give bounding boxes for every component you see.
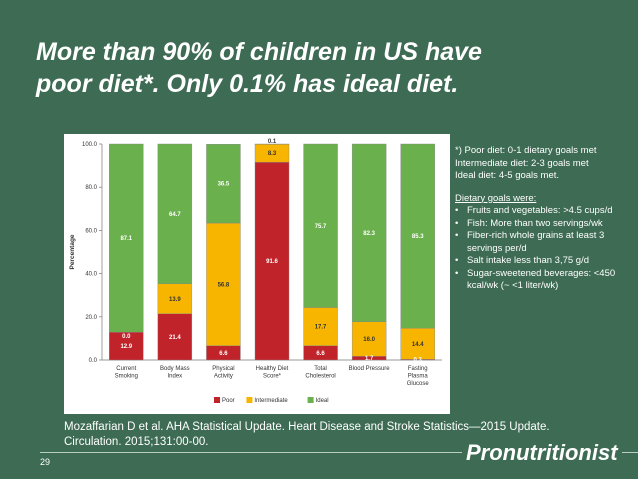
data-label: 12.9 <box>120 344 132 350</box>
bar-poor <box>254 161 290 361</box>
citation-line-2: Circulation. 2015;131:00-00. <box>64 436 209 448</box>
x-tick-label: Activity <box>214 374 233 380</box>
slide-title: More than 90% of children in US have poo… <box>36 36 616 100</box>
note-poor-diet: *) Poor diet: 0-1 dietary goals met <box>455 145 597 156</box>
goal-item: Salt intake less than 3,75 g/d <box>455 255 635 268</box>
x-tick-label: Smoking <box>115 374 138 380</box>
y-tick-label: 80.0 <box>85 185 97 191</box>
data-label: 56.8 <box>218 282 230 288</box>
bar-ideal <box>109 143 144 333</box>
bar-intermediate <box>303 307 338 346</box>
data-label: 0.3 <box>414 358 423 364</box>
citation-line-1: Mozaffarian D et al. AHA Statistical Upd… <box>64 421 550 433</box>
page-number: 29 <box>40 457 51 467</box>
bar-ideal <box>157 143 193 284</box>
citation: Mozaffarian D et al. AHA Statistical Upd… <box>64 420 624 450</box>
dietary-goals-list: Fruits and vegetables: >4.5 cups/d Fish:… <box>455 205 635 293</box>
legend-swatch-poor <box>214 397 220 403</box>
data-label: 91.6 <box>266 259 278 265</box>
x-tick-label: Glucose <box>407 381 430 387</box>
x-tick-label: Blood Pressure <box>349 366 391 372</box>
goal-item: Fish: More than two servings/wk <box>455 218 635 231</box>
data-label: 85.3 <box>412 234 424 240</box>
bar-intermediate <box>351 321 387 357</box>
bar-intermediate <box>157 283 193 314</box>
dietary-goals-title: Dietary goals were: <box>455 192 537 204</box>
footer-divider <box>40 452 638 453</box>
x-tick-label: Physical <box>212 366 234 372</box>
legend-swatch-intermediate <box>246 397 253 403</box>
brand-logo-text: Pronutritionist <box>462 440 622 466</box>
bar-poor <box>109 331 144 361</box>
data-label: 6.6 <box>316 351 325 357</box>
data-label: 17.7 <box>315 325 327 331</box>
bar-intermediate <box>400 328 435 360</box>
bar-ideal <box>351 143 387 322</box>
bar-poor <box>157 313 193 361</box>
slide-title-line-2: poor diet*. Only 0.1% has ideal diet. <box>36 70 459 98</box>
data-label: 36.5 <box>218 182 230 188</box>
x-tick-label: Current <box>116 366 136 372</box>
y-tick-label: 20.0 <box>85 315 97 321</box>
legend-label: Ideal <box>316 398 329 404</box>
data-label: 0.1 <box>268 139 277 145</box>
data-label: 87.1 <box>120 236 132 242</box>
slide-title-line-1: More than 90% of children in US have <box>36 38 482 66</box>
data-label: 75.7 <box>315 224 327 230</box>
data-label: 64.7 <box>169 212 181 218</box>
data-label: 14.4 <box>412 342 424 348</box>
x-tick-label: Healthy Diet <box>256 366 289 372</box>
y-tick-label: 40.0 <box>85 272 97 278</box>
data-label: 21.4 <box>169 335 181 341</box>
y-tick-label: 0.0 <box>89 358 98 364</box>
x-tick-label: Fasting <box>408 366 428 372</box>
data-label: 82.3 <box>363 231 375 237</box>
y-tick-label: 100.0 <box>82 142 98 148</box>
stacked-bar-chart: 0.0 20.0 40.0 60.0 80.0 100.0 Percentage 12.9 0.… <box>64 134 450 414</box>
data-label: 13.9 <box>169 297 181 303</box>
diet-notes: *) Poor diet: 0-1 dietary goals met Inte… <box>455 145 635 293</box>
chart-svg: 0.0 20.0 40.0 60.0 80.0 100.0 Percentage 12.9 0.… <box>69 139 442 404</box>
x-tick-label: Score* <box>263 374 282 380</box>
legend-label: Intermediate <box>254 398 288 404</box>
y-tick-label: 60.0 <box>85 228 97 234</box>
data-label: 6.6 <box>219 351 228 357</box>
y-axis-title: Percentage <box>69 234 76 269</box>
legend-label: Poor <box>222 398 235 404</box>
note-intermediate-diet: Intermediate diet: 2-3 goals met <box>455 157 589 169</box>
bar-ideal <box>206 144 241 224</box>
data-label: 1.7 <box>365 356 374 362</box>
x-tick-label: Total <box>314 366 327 372</box>
data-label: 8.3 <box>268 151 277 157</box>
data-label: 16.0 <box>363 337 375 343</box>
goal-item: Sugar-sweetened beverages: <450 kcal/wk … <box>455 268 635 293</box>
x-tick-label: Plasma <box>408 374 429 380</box>
note-ideal-diet: Ideal diet: 4-5 goals met. <box>455 170 560 181</box>
legend-swatch-ideal <box>307 397 314 403</box>
bar-intermediate <box>206 222 241 346</box>
x-tick-label: Cholesterol <box>305 374 335 380</box>
goal-item: Fiber-rich whole grains at least 3 servi… <box>455 230 635 255</box>
goal-item: Fruits and vegetables: >4.5 cups/d <box>455 205 635 218</box>
x-tick-label: Index <box>168 374 183 380</box>
x-tick-label: Body Mass <box>160 366 190 372</box>
bar-ideal <box>400 143 435 329</box>
bar-ideal <box>303 143 338 308</box>
data-label: 0.0 <box>122 334 131 340</box>
